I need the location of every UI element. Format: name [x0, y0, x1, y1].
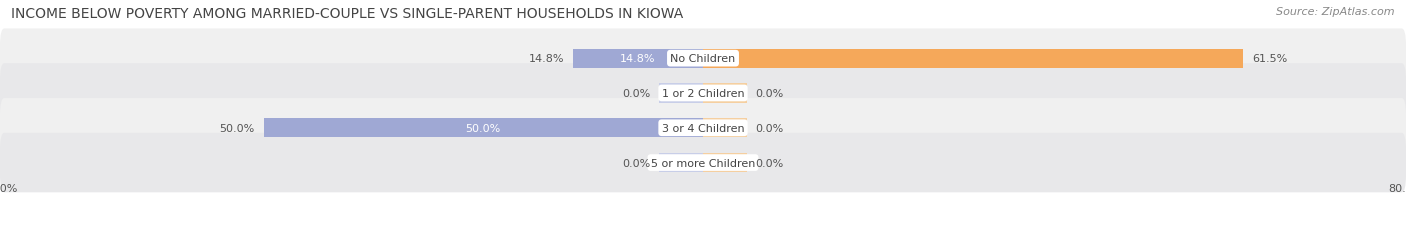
Text: 0.0%: 0.0%	[756, 123, 785, 133]
Text: 0.0%: 0.0%	[756, 158, 785, 168]
Text: 14.8%: 14.8%	[529, 54, 564, 64]
Bar	[574, 49, 703, 68]
Bar	[264, 119, 703, 138]
FancyBboxPatch shape	[0, 64, 1406, 123]
Text: 50.0%: 50.0%	[219, 123, 254, 133]
Bar	[703, 119, 747, 138]
Legend: Married Couples, Single Parents: Married Couples, Single Parents	[583, 227, 823, 231]
Text: 14.8%: 14.8%	[620, 54, 655, 64]
Text: 61.5%: 61.5%	[1253, 54, 1288, 64]
Text: 3 or 4 Children: 3 or 4 Children	[662, 123, 744, 133]
Text: Source: ZipAtlas.com: Source: ZipAtlas.com	[1277, 7, 1395, 17]
Text: 0.0%: 0.0%	[621, 88, 650, 99]
Bar	[659, 84, 703, 103]
Bar	[703, 49, 1243, 68]
Text: INCOME BELOW POVERTY AMONG MARRIED-COUPLE VS SINGLE-PARENT HOUSEHOLDS IN KIOWA: INCOME BELOW POVERTY AMONG MARRIED-COUPL…	[11, 7, 683, 21]
Text: 0.0%: 0.0%	[621, 158, 650, 168]
Text: 0.0%: 0.0%	[756, 88, 785, 99]
Bar	[703, 153, 747, 172]
Text: 1 or 2 Children: 1 or 2 Children	[662, 88, 744, 99]
Bar	[659, 153, 703, 172]
Text: 50.0%: 50.0%	[465, 123, 501, 133]
FancyBboxPatch shape	[0, 29, 1406, 88]
Text: 5 or more Children: 5 or more Children	[651, 158, 755, 168]
FancyBboxPatch shape	[0, 99, 1406, 158]
FancyBboxPatch shape	[0, 133, 1406, 192]
Bar	[703, 84, 747, 103]
Text: No Children: No Children	[671, 54, 735, 64]
